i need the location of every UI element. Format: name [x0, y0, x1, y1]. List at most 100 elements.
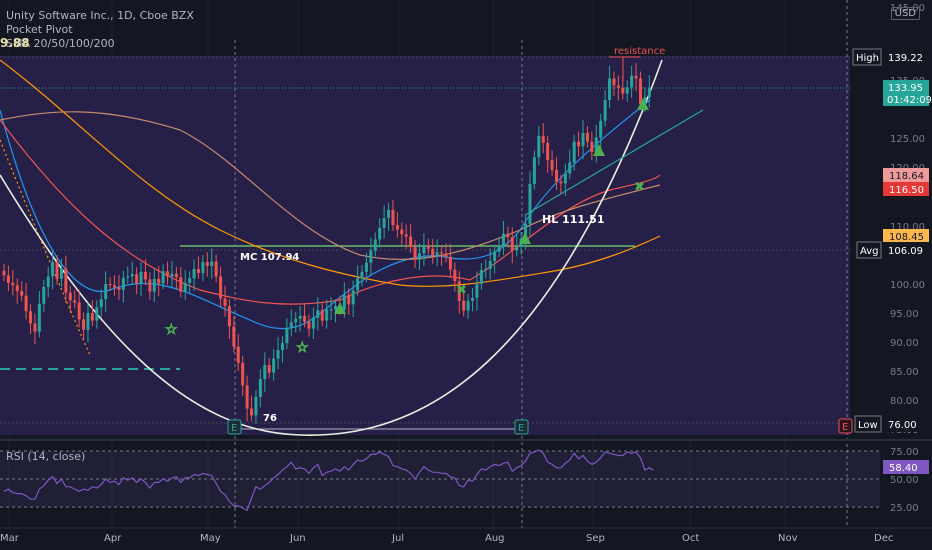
candle-body	[316, 310, 320, 318]
candle-body	[152, 278, 156, 292]
rsi-tick-label: 25.00	[890, 503, 919, 514]
candle-body	[245, 385, 249, 409]
candle-body	[55, 262, 59, 279]
chart-legend: Unity Software Inc., 1D, Cboe BZX Pocket…	[6, 9, 194, 51]
candle-body	[20, 291, 24, 296]
candle-body	[46, 276, 50, 287]
pivot-triangle	[593, 144, 605, 156]
candle-body	[356, 278, 360, 291]
last-price-tag: 133.95 01:42:09	[883, 80, 932, 106]
candle-body	[130, 274, 134, 277]
indicator-pocket-pivot[interactable]: Pocket Pivot	[6, 23, 73, 36]
candle-body	[391, 209, 395, 226]
candle-body	[29, 311, 33, 324]
candle-body	[444, 253, 448, 257]
legend-last-price: 9.88	[0, 36, 30, 50]
candle-body	[329, 309, 333, 311]
candle-body	[532, 157, 536, 184]
star-marker: ☆	[165, 322, 178, 338]
earnings-e: E	[842, 422, 848, 433]
candle-body	[170, 273, 174, 277]
candle-body	[541, 135, 545, 143]
candle-body	[373, 239, 377, 251]
candle-body	[298, 315, 302, 319]
rsi-axis[interactable]: 75.00 50.00 25.00	[890, 447, 919, 514]
rsi-title[interactable]: RSI (14, close)	[6, 450, 86, 463]
candle-body	[143, 271, 147, 280]
candle-body	[457, 281, 461, 301]
candle-body	[466, 300, 470, 311]
candle-body	[555, 170, 558, 182]
candle-body	[378, 227, 382, 240]
candle-body	[404, 234, 408, 237]
sma200-line	[0, 111, 661, 261]
price-tick-label: 80.00	[890, 396, 919, 407]
candle-body	[2, 270, 6, 276]
candle-body	[68, 292, 72, 301]
earnings-badge[interactable]: E	[514, 419, 529, 435]
candle-body	[59, 268, 63, 279]
candles	[2, 62, 651, 424]
candle-body	[24, 295, 28, 312]
trendline-rising	[524, 109, 704, 216]
candle-body	[232, 326, 236, 347]
candle-body	[311, 317, 315, 329]
ma-tag-3: 108.45	[883, 229, 929, 243]
avg-tag: Avg 106.09	[856, 241, 929, 259]
price-tick-label: 90.00	[890, 338, 919, 349]
candle-body	[409, 236, 413, 248]
candle-body	[157, 278, 161, 284]
candle-body	[603, 99, 607, 121]
candle-body	[572, 141, 576, 163]
candle-body	[117, 287, 121, 290]
candle-body	[267, 365, 271, 373]
candle-body	[400, 229, 404, 235]
ma-tag-1-value: 118.64	[889, 171, 924, 182]
candle-body	[99, 299, 103, 308]
candle-body	[95, 307, 99, 321]
candle-body	[285, 328, 289, 344]
candle-body	[254, 396, 258, 416]
candle-body	[64, 268, 68, 293]
indicator-sma[interactable]: SMA 20/50/100/200	[6, 37, 115, 50]
pivot-triangle	[519, 232, 531, 244]
earnings-e: E	[231, 423, 237, 434]
candle-body	[210, 261, 214, 267]
candle-body	[82, 319, 86, 330]
candle-body	[616, 85, 620, 88]
candle-body	[104, 284, 108, 300]
candle-body	[515, 247, 519, 251]
candle-body	[431, 248, 435, 256]
cup-curve	[0, 59, 663, 436]
candle-body	[205, 262, 209, 267]
candle-body	[497, 247, 501, 252]
candle-body	[577, 141, 581, 147]
time-axis[interactable]: Mar Apr May Jun Jul Aug Sep Oct Nov Dec	[0, 533, 893, 544]
time-tick-label: Apr	[104, 533, 122, 544]
candle-body	[183, 282, 187, 292]
candle-body	[6, 275, 10, 283]
pocket-pivot-markers: ☆ ☆ ✖ ✖	[165, 98, 649, 357]
candle-body	[347, 295, 351, 305]
candle-body	[188, 278, 192, 283]
ma-tag-2-value: 116.50	[889, 185, 924, 196]
candle-body	[113, 285, 116, 288]
symbol-title[interactable]: Unity Software Inc., 1D, Cboe BZX	[6, 9, 194, 22]
candle-body	[294, 318, 298, 323]
price-axis[interactable]: 145.00135.00125.00120.00110.00100.0095.0…	[890, 3, 925, 436]
earnings-badge[interactable]: E	[838, 418, 853, 434]
high-tag-label: High	[856, 53, 879, 64]
time-tick-label: Nov	[778, 533, 798, 544]
candle-body	[479, 270, 483, 285]
candle-body	[351, 290, 355, 305]
price-tick-label: 85.00	[890, 367, 919, 378]
currency-button[interactable]: USD	[890, 7, 920, 20]
candle-body	[360, 271, 364, 279]
candle-body	[563, 173, 567, 184]
earnings-badge[interactable]: E	[227, 419, 242, 435]
ma-tag-3-value: 108.45	[889, 232, 924, 243]
candle-body	[413, 247, 417, 260]
candle-body	[77, 302, 81, 320]
resistance-label: resistance	[614, 46, 665, 57]
